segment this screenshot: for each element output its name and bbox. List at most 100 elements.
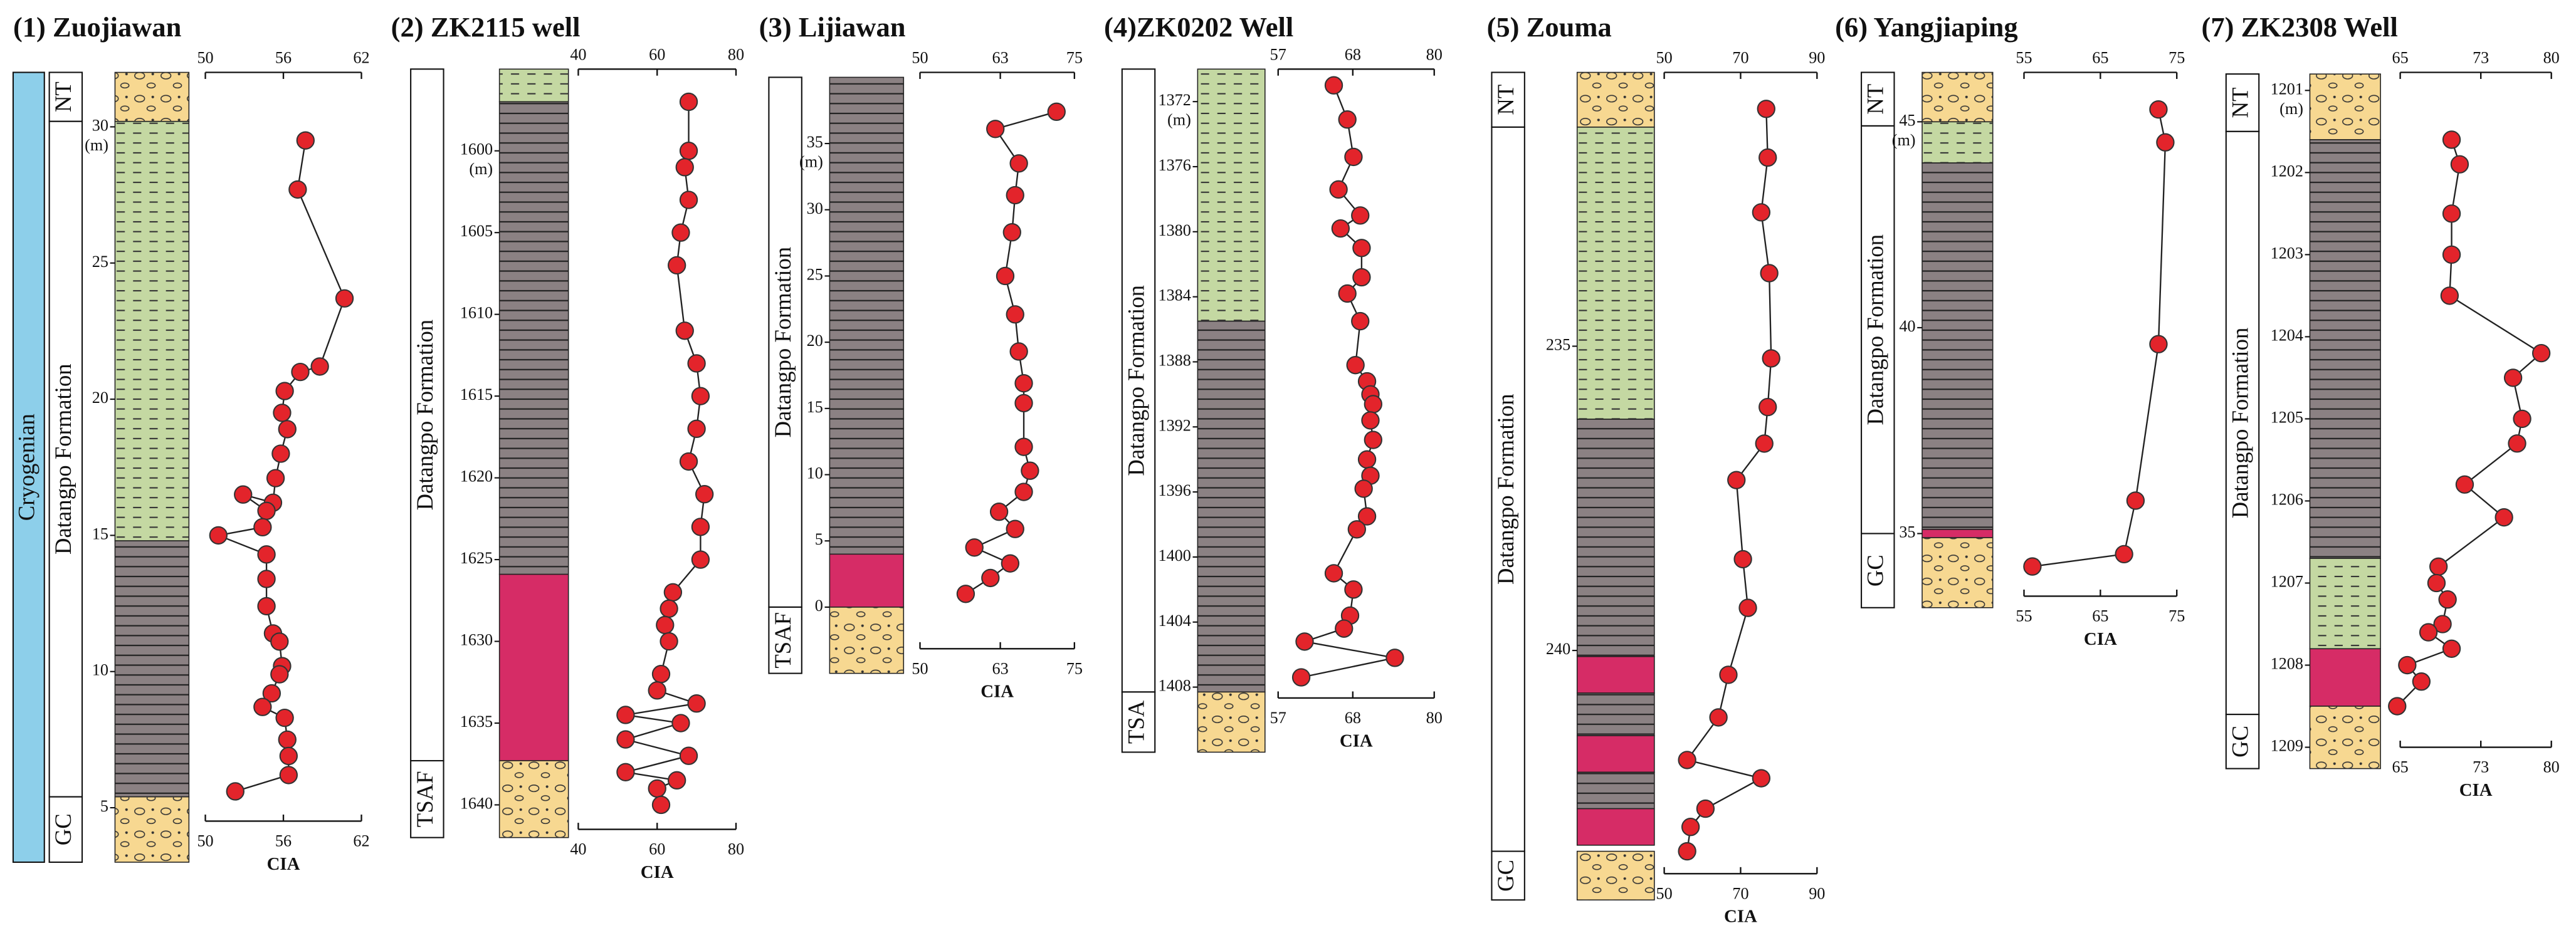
cia-point <box>1678 842 1696 861</box>
cia-point <box>257 570 276 588</box>
x-axis-label: CIA <box>1340 731 1373 751</box>
cia-point <box>1352 268 1371 287</box>
cia-point <box>1752 769 1771 788</box>
x-tick-label: 70 <box>1732 884 1748 902</box>
y-tick-label: 1396 <box>1159 481 1191 499</box>
lithology-pattern <box>1577 127 1654 420</box>
cia-point <box>1014 394 1033 413</box>
x-tick-label: 65 <box>2092 49 2108 67</box>
y-unit: (m) <box>2279 100 2303 118</box>
lithology-pattern <box>829 77 904 555</box>
x-tick-label: 56 <box>275 832 292 850</box>
x-tick-label: 90 <box>1809 49 1825 67</box>
cia-point <box>691 518 710 536</box>
y-unit: (m) <box>1167 111 1191 129</box>
stratum-box-label: GC <box>50 813 76 845</box>
lithology-pattern <box>499 69 569 102</box>
x-tick-label: 70 <box>1732 49 1748 67</box>
y-tick-label: 45 <box>1899 111 1915 129</box>
y-tick-label: 1209 <box>2271 737 2303 755</box>
y-tick-label: 1208 <box>2271 655 2303 673</box>
y-tick-label: 1400 <box>1159 546 1191 565</box>
cia-point <box>1357 507 1377 526</box>
cia-point <box>667 771 686 790</box>
cia-point <box>275 382 294 400</box>
cia-point <box>986 120 1005 138</box>
y-tick-label: 30 <box>807 199 823 217</box>
cia-point <box>1324 76 1343 95</box>
cia-point <box>675 321 694 340</box>
x-tick-label: 62 <box>353 49 369 67</box>
cia-point <box>1762 349 1780 368</box>
stratum-box-label: Datangpo Formation <box>1123 285 1149 476</box>
cia-point <box>1331 219 1350 238</box>
x-axis-label: CIA <box>267 854 300 874</box>
cia-point <box>2126 491 2145 510</box>
cia-point <box>1357 450 1377 469</box>
x-tick-label: 50 <box>197 49 213 67</box>
y-tick-label: 1640 <box>460 794 493 812</box>
cia-point <box>1361 411 1380 430</box>
stratum-box-label: Datangpo Formation <box>412 320 438 511</box>
cia-point <box>1338 284 1357 303</box>
lithology-pattern <box>1577 851 1654 900</box>
x-tick-label: 57 <box>1270 709 1286 727</box>
y-tick-label: 5 <box>815 530 823 548</box>
x-tick-label: 75 <box>1066 659 1083 677</box>
lithology-pattern <box>499 761 569 838</box>
x-axis-label: CIA <box>2459 780 2493 800</box>
panel-title: (1) Zuojiawan <box>13 11 182 43</box>
x-axis-label: CIA <box>2084 629 2117 649</box>
stratum-box-label: Datangpo Formation <box>1863 234 1888 425</box>
cia-point <box>1002 223 1021 242</box>
lithology-pattern <box>1197 321 1265 692</box>
cia-point <box>1364 430 1382 449</box>
y-tick-label: 1376 <box>1159 156 1191 174</box>
lithology-bed <box>1921 529 1994 538</box>
lithology-pattern <box>1577 772 1654 809</box>
x-tick-label: 60 <box>649 45 665 63</box>
y-unit: (m) <box>85 136 108 154</box>
x-tick-label: 80 <box>2543 49 2560 67</box>
stratum-box <box>1121 691 1156 753</box>
cia-point <box>2531 343 2551 363</box>
cia-point <box>335 289 354 308</box>
cia-point <box>1364 395 1382 414</box>
y-tick-label: 35 <box>807 133 823 151</box>
cia-point <box>616 706 635 724</box>
lithology-pattern <box>1577 693 1654 736</box>
cia-point <box>262 684 281 703</box>
cia-point <box>687 694 706 713</box>
panel-title: (6) Yangjiaping <box>1835 11 2018 43</box>
cia-point <box>257 597 276 616</box>
cia-line <box>2032 109 2167 568</box>
cia-point <box>2503 368 2523 387</box>
cia-point <box>1352 239 1371 258</box>
x-tick-label: 50 <box>912 49 928 67</box>
cia-point <box>2156 133 2175 152</box>
lithology-pattern <box>1922 122 1993 164</box>
cia-point <box>648 681 666 700</box>
y-tick-label: 1380 <box>1159 221 1191 239</box>
cia-point <box>1727 471 1746 489</box>
cia-point <box>656 615 675 635</box>
cia-point <box>1709 708 1728 727</box>
x-tick-label: 80 <box>2543 758 2560 776</box>
cia-point <box>675 158 694 177</box>
x-tick-label: 50 <box>197 832 213 850</box>
cia-point <box>1324 564 1343 583</box>
x-tick-label: 40 <box>570 45 586 63</box>
y-unit: (m) <box>799 153 823 171</box>
cia-point <box>679 746 698 765</box>
system-box <box>12 71 45 863</box>
stratum-box <box>1121 68 1156 693</box>
x-tick-label: 75 <box>2169 49 2185 67</box>
y-tick-label: 1372 <box>1159 91 1191 109</box>
y-tick-label: 25 <box>807 265 823 283</box>
x-tick-label: 63 <box>992 49 1008 67</box>
y-unit: (m) <box>469 160 493 178</box>
x-tick-label: 57 <box>1270 45 1286 63</box>
cia-point <box>2149 335 2168 353</box>
cia-point <box>1329 180 1348 199</box>
x-tick-label: 90 <box>1809 884 1825 902</box>
